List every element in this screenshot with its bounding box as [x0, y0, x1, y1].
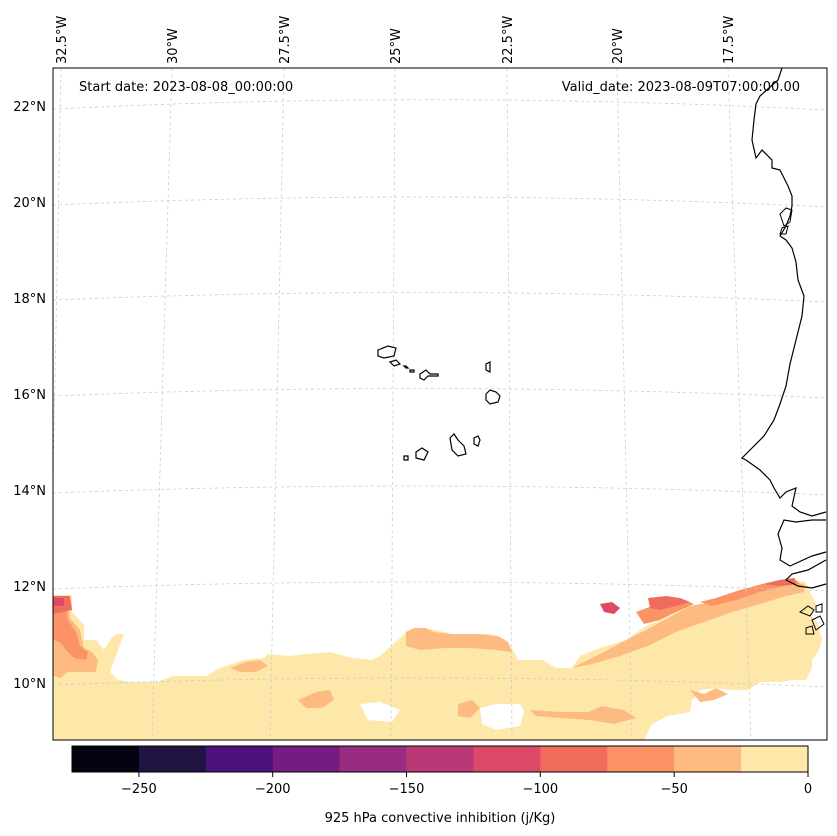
coast-detail: [779, 207, 793, 235]
start-date-label: Start date: 2023-08-08_00:00:00: [79, 80, 293, 95]
colorbar-tick-label: −50: [660, 782, 687, 797]
lon-label-27-5w: 27.5°W: [278, 16, 293, 64]
lon-label-25w: 25°W: [389, 28, 404, 64]
lat-label-22n: 22°N: [13, 100, 46, 115]
lon-label-20w: 20°W: [611, 28, 626, 64]
colorbar-segment: [272, 746, 340, 772]
cabo-verde-islands: [377, 345, 501, 461]
lat-label-12n: 12°N: [13, 580, 46, 595]
colorbar-segment: [72, 746, 140, 772]
colorbar-segment: [741, 746, 809, 772]
colorbar-segments: [72, 746, 809, 772]
map-area: [53, 68, 827, 740]
lat-label-16n: 16°N: [13, 388, 46, 403]
valid-date-label: Valid_date: 2023-08-09T07:00:00.00: [562, 80, 800, 95]
lat-label-10n: 10°N: [13, 677, 46, 692]
colorbar-frame: [71, 745, 809, 773]
cin-field: [53, 578, 822, 740]
colorbar-segment: [540, 746, 608, 772]
colorbar-tick-label: 0: [804, 782, 812, 797]
lon-label-32-5w: 32.5°W: [55, 16, 70, 64]
map-frame: [52, 67, 828, 741]
latitude-labels: 22°N 20°N 18°N 16°N 14°N 12°N 10°N: [13, 100, 46, 692]
lat-label-20n: 20°N: [13, 196, 46, 211]
colorbar-tick-label: −250: [121, 782, 157, 797]
cin-gap: [360, 702, 524, 730]
colorbar-segment: [607, 746, 675, 772]
colorbar-label: 925 hPa convective inhibition (j/Kg): [325, 811, 556, 826]
colorbar-segment: [339, 746, 407, 772]
cin-zone-weak: [53, 580, 822, 740]
colorbar-ticks: [138, 772, 809, 777]
colorbar-tick-label: −100: [522, 782, 558, 797]
colorbar-segment: [674, 746, 742, 772]
colorbar-segment: [138, 746, 207, 772]
colorbar-segment: [406, 746, 474, 772]
lon-label-30w: 30°W: [166, 28, 181, 64]
lat-label-18n: 18°N: [13, 292, 46, 307]
graticule: [53, 68, 827, 740]
lat-label-14n: 14°N: [13, 484, 46, 499]
longitude-labels: 32.5°W 30°W 27.5°W 25°W 22.5°W 20°W 17.5…: [55, 16, 737, 64]
colorbar-tick-label: −150: [389, 782, 425, 797]
colorbar-tick-label: −200: [255, 782, 291, 797]
colorbar-segment: [473, 746, 541, 772]
cin-zone-mid: [53, 578, 800, 660]
africa-coastline: [740, 68, 827, 589]
colorbar-segment: [205, 746, 274, 772]
colorbar: −250 −200 −150 −100 −50 0 925 hPa convec…: [71, 745, 812, 826]
lon-label-17-5w: 17.5°W: [722, 16, 737, 64]
lon-label-22-5w: 22.5°W: [501, 16, 516, 64]
bijagos-islands: [798, 603, 825, 635]
